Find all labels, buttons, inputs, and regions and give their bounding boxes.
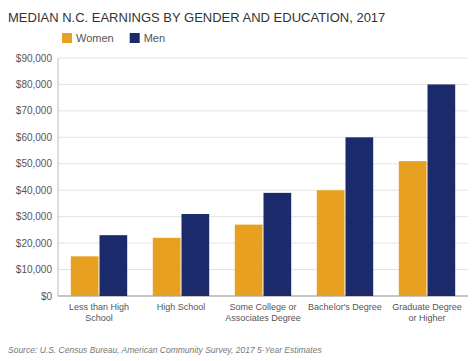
x-tick-label: Graduate Degreeor Higher [392, 302, 462, 323]
grid-line [58, 58, 468, 59]
grid-line [58, 84, 468, 85]
y-tick-label: $10,000 [16, 264, 53, 275]
x-tick-label: Some College orAssociates Degree [225, 302, 301, 323]
background [0, 0, 474, 361]
bar [428, 84, 456, 296]
x-tick-label: High School [157, 302, 206, 312]
y-tick-label: $20,000 [16, 238, 53, 249]
x-tick-label: Bachelor's Degree [308, 302, 382, 312]
y-axis-line [58, 58, 59, 296]
y-tick-label: $90,000 [16, 53, 53, 64]
title: MEDIAN N.C. EARNINGS BY GENDER AND EDUCA… [8, 10, 385, 25]
bar [100, 235, 128, 296]
grid-line [58, 110, 468, 111]
bar [399, 161, 427, 296]
bar [71, 256, 99, 296]
source-note: Source: U.S. Census Bureau, American Com… [8, 345, 322, 355]
legend-swatch [62, 33, 72, 43]
bar [153, 238, 181, 296]
bars [71, 84, 455, 296]
bar [346, 137, 374, 296]
x-tick-label: Less than HighSchool [69, 302, 129, 323]
y-tick-label: $70,000 [16, 105, 53, 116]
legend-label: Women [76, 32, 114, 44]
y-tick-label: $0 [41, 291, 53, 302]
legend-swatch [130, 33, 140, 43]
bar [182, 214, 210, 296]
grid [58, 58, 468, 296]
y-tick-label: $60,000 [16, 132, 53, 143]
legend: Women Men [62, 32, 165, 44]
legend-label: Men [144, 32, 165, 44]
y-tick-label: $50,000 [16, 158, 53, 169]
chart: MEDIAN N.C. EARNINGS BY GENDER AND EDUCA… [0, 0, 474, 361]
bar [264, 193, 292, 296]
bar [235, 225, 263, 296]
grid-line [58, 137, 468, 138]
y-tick-label: $30,000 [16, 211, 53, 222]
y-tick-label: $40,000 [16, 185, 53, 196]
bar [317, 190, 345, 296]
y-tick-label: $80,000 [16, 79, 53, 90]
